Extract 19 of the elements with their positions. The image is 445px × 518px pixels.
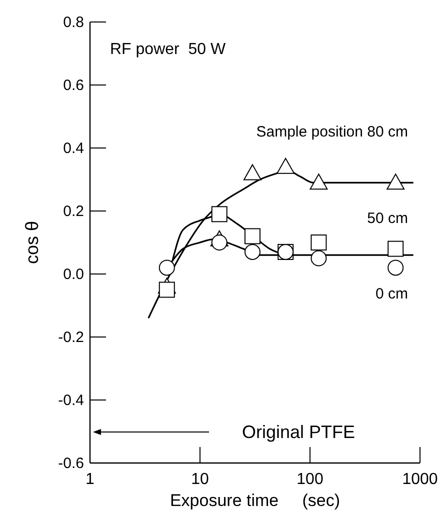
series-label: 50 cm [367, 210, 408, 227]
x-tick-label: 100 [296, 471, 324, 488]
y-axis-title: cos θ [22, 220, 42, 264]
annotation: Original PTFE [242, 422, 356, 442]
x-tick-label: 1 [86, 471, 95, 488]
series-label: 0 cm [375, 286, 408, 303]
y-tick-label: 0.4 [63, 140, 84, 157]
y-tick-label: 0.6 [63, 77, 84, 94]
y-tick-label: 0.2 [63, 203, 84, 220]
x-axis-title: Exposure time (sec) [170, 491, 340, 510]
y-tick-label: -0.4 [58, 392, 84, 409]
y-tick-label: 0.0 [63, 266, 84, 283]
y-tick-label: -0.2 [58, 329, 84, 346]
x-tick-label: 1000 [402, 471, 438, 488]
y-tick-label: -0.6 [58, 455, 84, 472]
annotation: RF power 50 W [110, 41, 226, 58]
series-label: Sample position 80 cm [256, 124, 408, 141]
x-tick-label: 10 [191, 471, 209, 488]
y-tick-label: 0.8 [63, 14, 84, 31]
